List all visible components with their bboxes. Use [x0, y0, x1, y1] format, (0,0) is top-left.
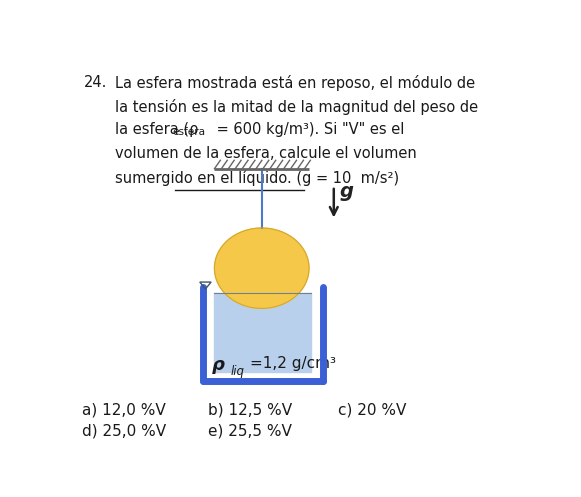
- Text: volumen de la esfera, calcule el volumen: volumen de la esfera, calcule el volumen: [116, 146, 417, 161]
- Text: a) 12,0 %V: a) 12,0 %V: [81, 402, 166, 417]
- Circle shape: [214, 228, 309, 308]
- Text: g: g: [339, 182, 353, 201]
- Bar: [214, 293, 311, 372]
- Text: la tensión es la mitad de la magnitud del peso de: la tensión es la mitad de la magnitud de…: [116, 99, 479, 115]
- Text: la esfera (ρ: la esfera (ρ: [116, 122, 199, 137]
- Text: d) 25,0 %V: d) 25,0 %V: [81, 423, 166, 438]
- Text: 24.: 24.: [84, 75, 107, 90]
- Text: liq: liq: [230, 365, 244, 378]
- Text: b) 12,5 %V: b) 12,5 %V: [208, 402, 292, 417]
- Text: =1,2 g/cm³: =1,2 g/cm³: [250, 356, 336, 371]
- Text: = 600 kg/m³). Si "V" es el: = 600 kg/m³). Si "V" es el: [212, 122, 404, 137]
- Text: La esfera mostrada está en reposo, el módulo de: La esfera mostrada está en reposo, el mó…: [116, 75, 475, 91]
- Text: ρ: ρ: [212, 356, 225, 374]
- Text: e) 25,5 %V: e) 25,5 %V: [208, 423, 292, 438]
- Text: c) 20 %V: c) 20 %V: [338, 402, 407, 417]
- Text: esfera: esfera: [173, 127, 206, 137]
- Text: sumergido en el líquido. (g = 10  m/s²): sumergido en el líquido. (g = 10 m/s²): [116, 170, 400, 186]
